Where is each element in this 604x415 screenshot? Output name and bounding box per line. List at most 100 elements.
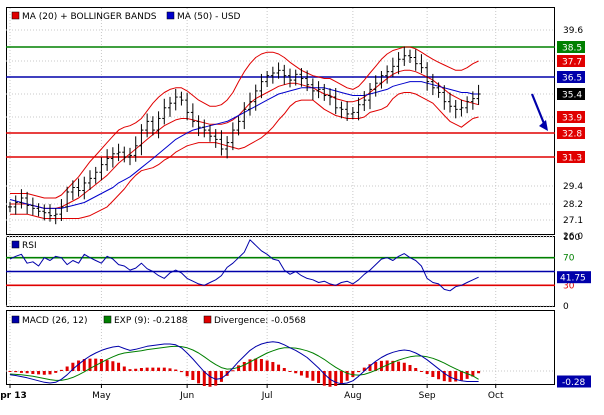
divergence-bar [19, 371, 23, 373]
divergence-bar [385, 360, 389, 371]
divergence-bar [59, 369, 63, 371]
divergence-bar [374, 362, 378, 371]
rsi-tick-label: 70 [563, 254, 575, 264]
divergence-bar [248, 359, 252, 371]
projection-arrowhead [539, 120, 548, 131]
macd-panel-frame [6, 310, 555, 385]
level-tag-label: 31.3 [562, 154, 582, 164]
divergence-bar [334, 371, 338, 386]
divergence-bar [379, 360, 383, 371]
divergence-bar [368, 364, 372, 371]
macd-legend-label: MACD (26, 12) [22, 316, 88, 326]
divergence-bar [459, 371, 463, 381]
price-panel-frame [6, 7, 555, 235]
ma20-legend-label: MA (20) + BOLLINGER BANDS [22, 12, 157, 22]
divergence-bar [77, 360, 81, 371]
rsi-value-tag [557, 271, 591, 284]
divergence-legend-label: Divergence: -0.0568 [214, 316, 306, 326]
divergence-bar [219, 371, 223, 382]
macd-legend-swatch [11, 315, 20, 324]
rsi-grid [6, 236, 555, 307]
divergence-bar [117, 362, 121, 371]
level-tag [557, 151, 585, 163]
divergence-bar [259, 359, 263, 371]
divergence-bar [477, 371, 481, 374]
divergence-bar [288, 371, 292, 372]
projection-arrow [530, 93, 547, 127]
rsi-legend: RSI [11, 240, 37, 251]
divergence-bar [151, 367, 155, 371]
level-tag [557, 71, 585, 83]
divergence-bar [82, 359, 86, 371]
divergence-bar [105, 360, 109, 371]
divergence-bar [322, 371, 326, 386]
time-axis-label: Sep [419, 391, 436, 401]
level-tag-label: 36.5 [562, 74, 582, 84]
divergence-bar [362, 367, 366, 371]
macd-layer [8, 341, 481, 387]
value-tag-label: 35.4 [562, 91, 582, 101]
macd-line [9, 341, 479, 385]
divergence-bar [157, 367, 161, 371]
divergence-bar [197, 371, 201, 384]
price-tick-label: 26.0 [563, 232, 583, 242]
level-tag-label: 38.5 [562, 44, 582, 54]
ma50-legend-label: MA (50) - USD [177, 12, 241, 22]
divergence-bar [214, 371, 218, 386]
divergence-bar [37, 371, 41, 375]
time-axis-label: Apr 13 [0, 391, 27, 401]
divergence-bar [128, 369, 132, 371]
divergence-bar [71, 362, 75, 371]
divergence-bar [54, 371, 58, 373]
ma50-legend-swatch [166, 11, 175, 20]
divergence-bar [351, 371, 355, 377]
rsi-legend-swatch [11, 240, 20, 249]
divergence-bar [162, 367, 166, 371]
value-tag [557, 111, 585, 123]
rsi-layer [6, 239, 555, 292]
divergence-bar [454, 371, 458, 382]
rsi-tick-label: 0 [563, 302, 569, 312]
divergence-bar [317, 371, 321, 383]
macd-legend: MACD (26, 12) EXP (9): -0.2188 Divergenc… [11, 315, 306, 326]
divergence-bar [425, 371, 429, 374]
divergence-bar [311, 371, 315, 381]
time-axis-label: Jun [179, 391, 194, 401]
exp-signal-line [9, 345, 479, 381]
divergence-bar [437, 371, 441, 380]
divergence-bar [282, 368, 286, 371]
divergence-bar [99, 359, 103, 371]
divergence-bar [265, 360, 269, 371]
divergence-bar [299, 371, 303, 376]
divergence-bar [431, 371, 435, 377]
value-tag-label: 33.9 [562, 114, 582, 124]
divergence-bar [414, 368, 418, 371]
level-tag-label: 32.8 [562, 130, 582, 140]
divergence-bar [111, 361, 115, 371]
time-axis-label: Oct [488, 391, 504, 401]
labels-layer: Apr 13 May Jun Jul Aug Sep Oct 39.6 29.4 28.2 27.1… [0, 26, 591, 401]
divergence-bar [419, 371, 423, 372]
divergence-bar [14, 371, 18, 373]
divergence-bar [191, 371, 195, 380]
value-tag [557, 55, 585, 67]
price-tick-label: 29.4 [563, 182, 583, 192]
divergence-bar [277, 364, 281, 371]
divergence-bar [25, 371, 29, 374]
macd-value-tag [557, 375, 591, 388]
price-layer [6, 46, 555, 225]
exp-legend-label: EXP (9): -0.2188 [114, 316, 188, 326]
divergence-bar [48, 371, 52, 375]
divergence-bar [254, 358, 258, 371]
divergence-bar [145, 367, 149, 371]
divergence-bar [202, 371, 206, 386]
divergence-bar [402, 362, 406, 371]
divergence-legend-swatch [203, 315, 212, 324]
divergence-bar [408, 365, 412, 371]
upper-band-line [10, 46, 479, 199]
rsi-value-tag-label: 41.75 [560, 274, 586, 284]
divergence-bar [88, 358, 92, 371]
price-tick-label: 28.2 [563, 200, 583, 210]
divergence-bar [391, 360, 395, 371]
macd-value-tag-label: -0.28 [562, 378, 586, 388]
